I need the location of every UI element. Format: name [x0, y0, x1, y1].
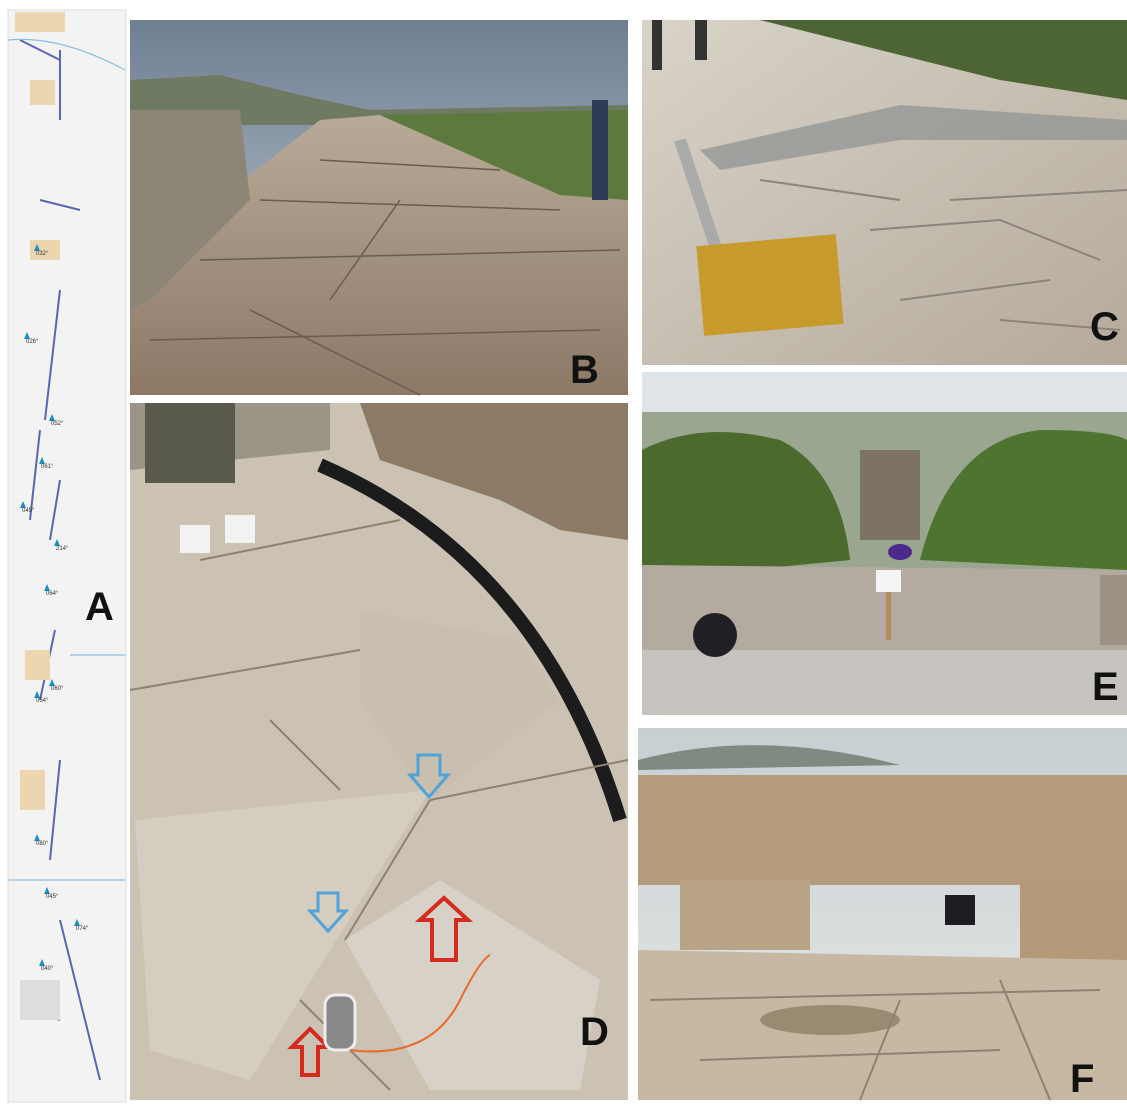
panel-label: A	[85, 585, 114, 629]
map-annotation: 054°	[36, 698, 49, 704]
map-annotation: 045°	[46, 894, 59, 900]
map-annotation: 040°	[41, 966, 54, 972]
map-annotation: 060°	[51, 686, 64, 692]
panel-label: B	[570, 348, 599, 392]
panel-label: C	[1090, 305, 1119, 349]
map-annotation: 045°	[22, 508, 35, 514]
map-annotation: 214°	[56, 546, 69, 552]
map-annotation: 080°	[36, 841, 49, 847]
panel-f: F	[638, 728, 1127, 1101]
panel-a: 032° 026° 052° 061° 045° 214° 064° 060°054° 080°…	[8, 10, 126, 1102]
panel-d: D	[130, 403, 628, 1100]
panel-label: F	[1070, 1057, 1094, 1101]
figure: 032° 026° 052° 061° 045° 214° 064° 060°054° 080°…	[0, 0, 1127, 1106]
map-annotation: 074°	[76, 926, 89, 932]
panel-label: D	[580, 1010, 609, 1054]
panel-b: B	[130, 20, 628, 395]
panel-e: E	[642, 372, 1127, 715]
map-annotation: 052°	[51, 421, 64, 427]
map-annotation: 032°	[36, 251, 49, 257]
panel-c: C	[642, 20, 1127, 365]
map-annotation: 061°	[41, 464, 54, 470]
panel-label: E	[1092, 665, 1119, 709]
map-annotation: 026°	[26, 339, 39, 345]
map-annotation: 064°	[46, 591, 59, 597]
